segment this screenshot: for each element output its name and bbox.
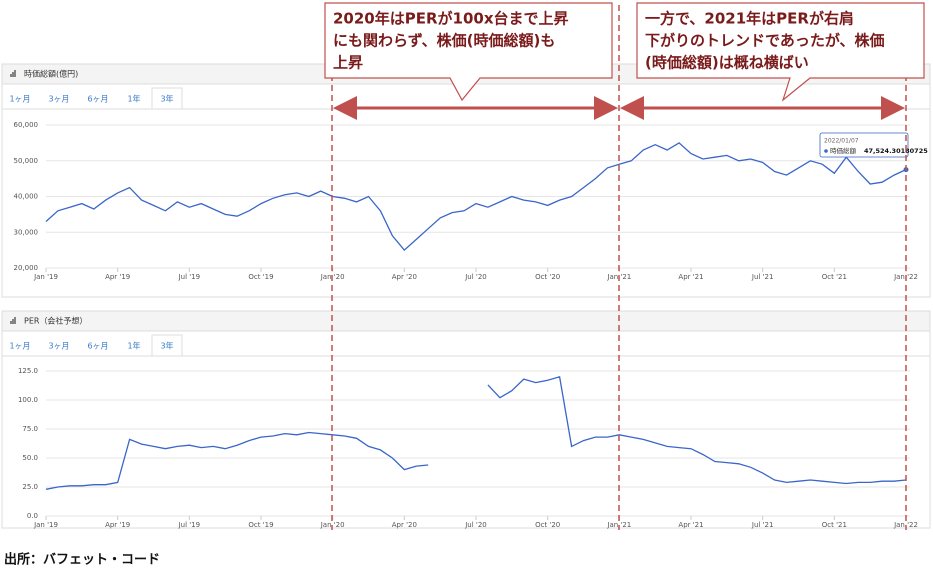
x-tick-label: Oct '20: [535, 521, 560, 529]
tab-active: [151, 87, 183, 110]
panel-header: [1, 310, 931, 332]
y-tick-label: 20,000: [14, 264, 39, 272]
y-tick-label: 50,000: [14, 157, 39, 165]
y-tick-label: 75.0: [22, 425, 38, 433]
panel-icon: [10, 317, 16, 324]
x-tick-label: Apr '21: [678, 521, 703, 529]
tab[interactable]: 3年: [160, 94, 173, 104]
tooltip-date: 2022/01/07: [824, 138, 859, 145]
callout-text: 上昇: [333, 54, 363, 72]
tab[interactable]: 3ヶ月: [48, 342, 69, 351]
callout-text: 2020年はPERが100x台まで上昇: [333, 10, 569, 28]
x-tick-label: Oct '21: [822, 521, 847, 529]
tab[interactable]: 3ヶ月: [48, 95, 69, 104]
series-line: [45, 142, 907, 252]
tooltip-box: [819, 132, 909, 158]
x-tick-label: Jul '19: [178, 521, 201, 529]
tab[interactable]: 6ヶ月: [87, 95, 108, 104]
panel-title: PER（会社予想）: [24, 316, 87, 326]
tab-active: [151, 334, 183, 357]
x-tick-label: Apr '19: [105, 521, 130, 529]
callout-box: [636, 2, 925, 102]
panel: [1, 63, 931, 298]
y-tick-label: 50.0: [22, 454, 38, 462]
series-line: [45, 375, 907, 490]
panel-icon: [10, 70, 16, 77]
x-tick-label: Jul '21: [751, 521, 774, 529]
y-tick-label: 125.0: [18, 367, 38, 375]
y-tick-label: 40,000: [14, 193, 39, 201]
x-tick-label: Jul '21: [751, 273, 774, 281]
tooltip-label: 時価総額: [830, 146, 857, 155]
callout-text: 一方で、2021年はPERが右肩: [645, 10, 854, 28]
callout-box: [324, 2, 613, 102]
callout-text: (時価総額)は概ね横ばい: [645, 54, 809, 72]
x-tick-label: Jul '20: [464, 273, 487, 281]
tab[interactable]: 3年: [160, 341, 173, 351]
panel-title: 時価総額(億円): [24, 69, 78, 79]
x-tick-label: Oct '19: [248, 273, 273, 281]
x-tick-label: Oct '20: [535, 273, 560, 281]
panel: [1, 310, 931, 529]
tooltip-value: 47,524.30180725: [864, 147, 928, 155]
callout-text: 下がりのトレンドであったが、株価: [645, 32, 885, 50]
x-tick-label: Jan '19: [33, 273, 58, 281]
x-tick-label: Apr '20: [392, 273, 417, 281]
x-tick-label: Oct '21: [822, 273, 847, 281]
y-tick-label: 30,000: [14, 228, 39, 236]
source: 出所：バフェット・コード: [4, 552, 160, 568]
tab[interactable]: 1ヶ月: [9, 342, 30, 351]
x-tick-label: Jan '19: [33, 521, 58, 529]
y-tick-label: 0.0: [27, 512, 38, 520]
tab[interactable]: 1年: [127, 341, 140, 351]
callout-text: にも関わらず、株価(時価総額)も: [333, 32, 555, 50]
tab[interactable]: 1ヶ月: [9, 95, 30, 104]
y-tick-label: 100.0: [18, 396, 38, 404]
x-tick-label: Apr '20: [392, 521, 417, 529]
x-tick-label: Oct '19: [248, 521, 273, 529]
x-tick-label: Apr '19: [105, 273, 130, 281]
x-tick-label: Apr '21: [678, 273, 703, 281]
tab[interactable]: 6ヶ月: [87, 342, 108, 351]
y-tick-label: 60,000: [14, 121, 39, 129]
tooltip-dot: [824, 149, 828, 153]
x-tick-label: Jul '19: [178, 273, 201, 281]
y-tick-label: 25.0: [22, 483, 38, 491]
x-tick-label: Jul '20: [464, 521, 487, 529]
tab[interactable]: 1年: [127, 94, 140, 104]
